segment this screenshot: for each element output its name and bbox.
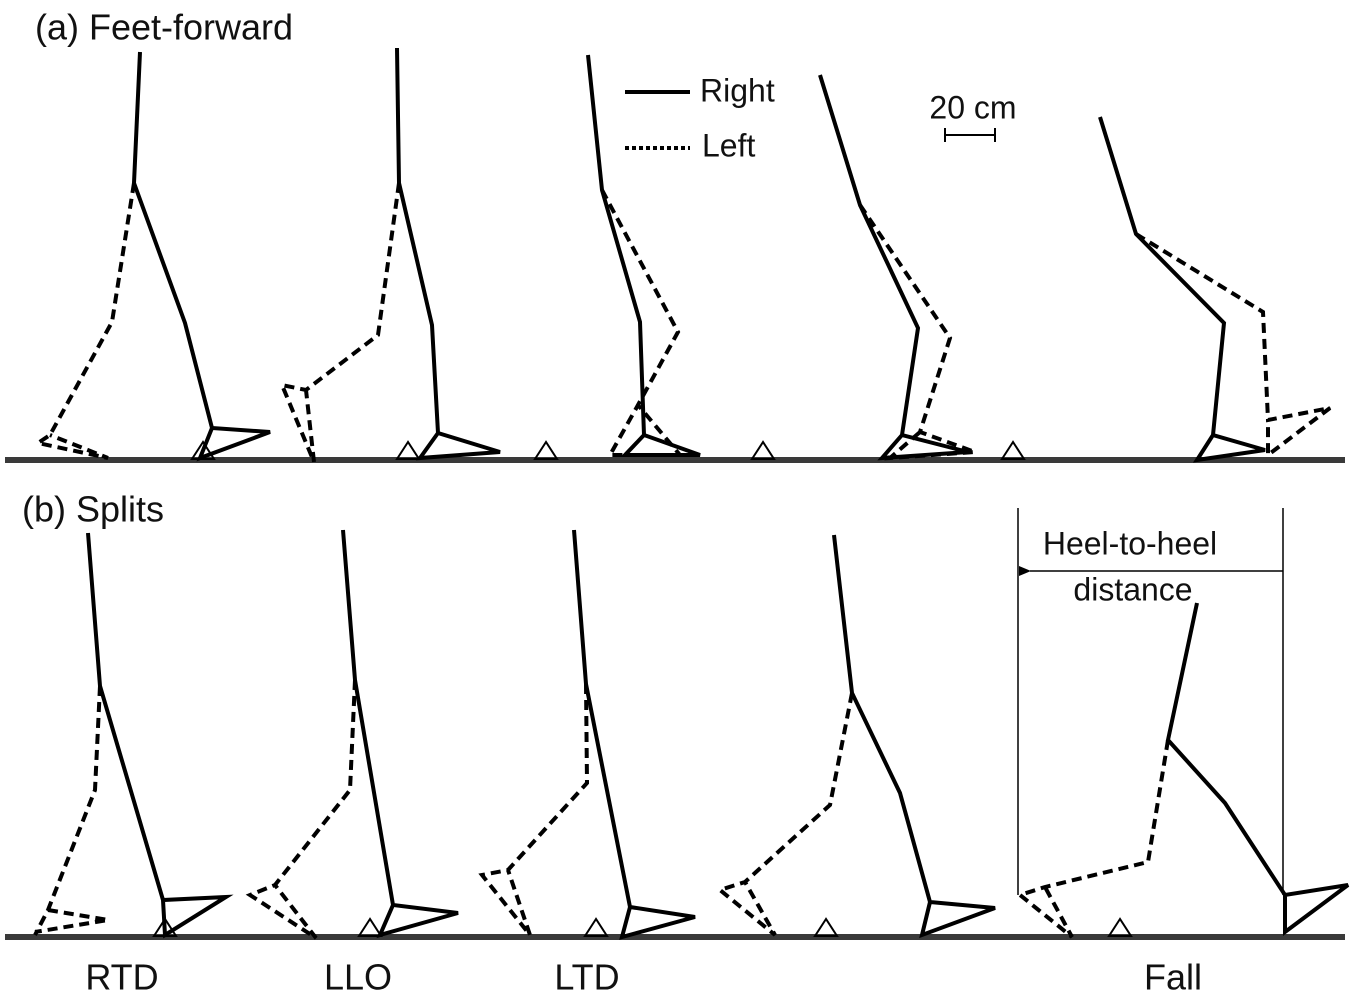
scale-label: 20 cm	[929, 89, 1016, 125]
stick-figures-a	[32, 47, 1332, 463]
legend-label: Right	[700, 72, 775, 108]
legend-label: Left	[702, 127, 755, 163]
event-label: RTD	[85, 957, 158, 998]
legend: Right Left	[625, 72, 775, 163]
annotation: Heel-to-heel	[1043, 525, 1217, 561]
heel-to-heel: Heel-to-heel distance	[1017, 508, 1284, 895]
event-label: LLO	[324, 957, 392, 998]
scale-line	[944, 128, 996, 142]
event-label: LTD	[554, 957, 619, 998]
panel-title: (a) Feet-forward	[35, 7, 293, 48]
annotation: distance	[1073, 571, 1192, 607]
scale-bar: 20 cm	[929, 89, 1017, 142]
markers	[152, 440, 1133, 937]
event-label: Fall	[1144, 957, 1202, 998]
stick-figures-b	[33, 529, 1350, 940]
panel-title: (b) Splits	[22, 489, 164, 530]
